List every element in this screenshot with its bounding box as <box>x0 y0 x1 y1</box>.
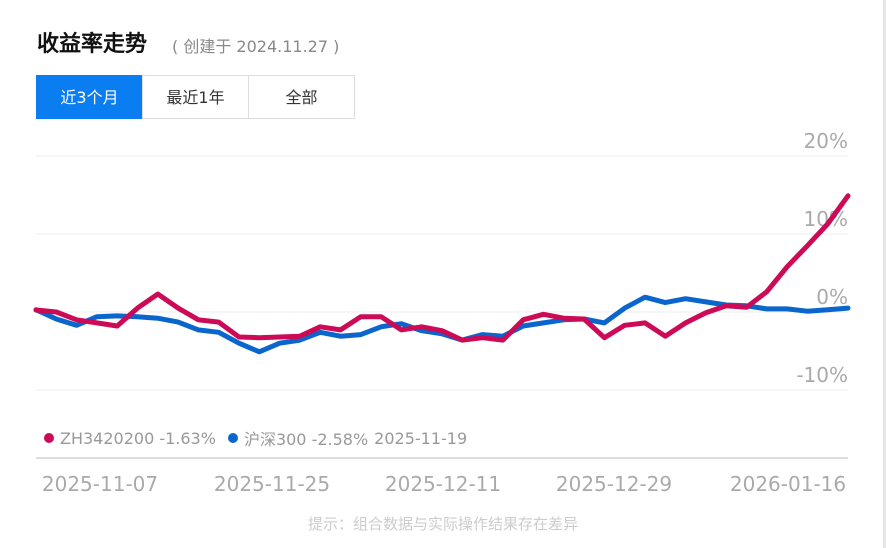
scrollbar-edge <box>883 0 886 548</box>
x-tick-label: 2025-11-07 <box>42 472 158 496</box>
tab-1-year[interactable]: 最近1年 <box>142 75 249 119</box>
x-tick-label: 2025-11-25 <box>214 472 330 496</box>
tab-all[interactable]: 全部 <box>248 75 355 119</box>
x-tick-label: 2025-12-29 <box>556 472 672 496</box>
page-title: 收益率走势 <box>37 32 148 57</box>
range-tabs: 近3个月 最近1年 全部 <box>36 75 355 119</box>
legend-dot-index <box>227 433 238 443</box>
legend-portfolio: ZH3420200 -1.63% <box>60 428 216 448</box>
created-date: ( 创建于 2024.11.27 ) <box>172 37 340 56</box>
legend-index: 沪深300 -2.58% <box>243 430 369 449</box>
series-line-index <box>33 294 851 355</box>
tab-3-months[interactable]: 近3个月 <box>36 75 143 119</box>
disclaimer: 提示：组合数据与实际操作结果存在差异 <box>307 515 578 533</box>
legend-dot-portfolio <box>44 433 54 443</box>
legend-date: 2025-11-19 <box>374 428 468 448</box>
legend: ZH3420200 -1.63% 沪深300 -2.58% 2025-11-19 <box>44 426 467 450</box>
y-tick-label: 0% <box>816 285 848 309</box>
x-tick-label: 2025-12-11 <box>385 472 501 496</box>
y-tick-label: 20% <box>804 129 848 153</box>
x-tick-label: 2026-01-16 <box>730 472 846 496</box>
y-tick-label: -10% <box>796 363 848 387</box>
series-line-portfolio <box>33 193 851 343</box>
